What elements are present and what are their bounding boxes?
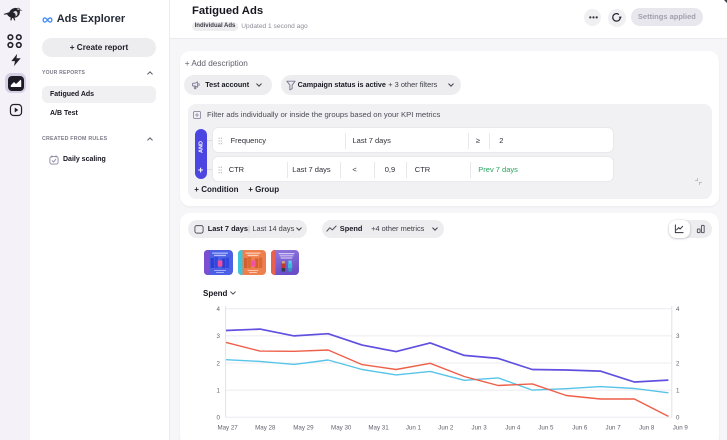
svg-text:1: 1 [676,387,680,394]
svg-text:4: 4 [676,306,680,313]
svg-text:May 31: May 31 [368,425,389,432]
svg-text:May 27: May 27 [217,425,238,432]
svg-text:May 29: May 29 [293,425,314,432]
svg-text:3: 3 [217,333,221,340]
svg-text:May 28: May 28 [255,425,276,432]
svg-text:2: 2 [217,360,221,367]
svg-text:Jun 2: Jun 2 [438,425,454,432]
svg-text:Jun 6: Jun 6 [572,425,588,432]
svg-text:Jun 1: Jun 1 [406,425,422,432]
svg-text:0: 0 [676,415,680,422]
svg-text:3: 3 [676,333,680,340]
svg-text:Jun 5: Jun 5 [538,425,554,432]
svg-text:0: 0 [217,415,221,422]
svg-text:Jun 3: Jun 3 [472,425,488,432]
svg-text:Jun 7: Jun 7 [606,425,622,432]
svg-text:Jun 9: Jun 9 [673,425,689,432]
svg-text:May 30: May 30 [331,425,352,432]
svg-text:Jun 8: Jun 8 [639,425,655,432]
svg-text:4: 4 [217,306,221,313]
svg-text:2: 2 [676,360,680,367]
svg-text:Jun 4: Jun 4 [505,425,521,432]
svg-text:1: 1 [217,387,221,394]
